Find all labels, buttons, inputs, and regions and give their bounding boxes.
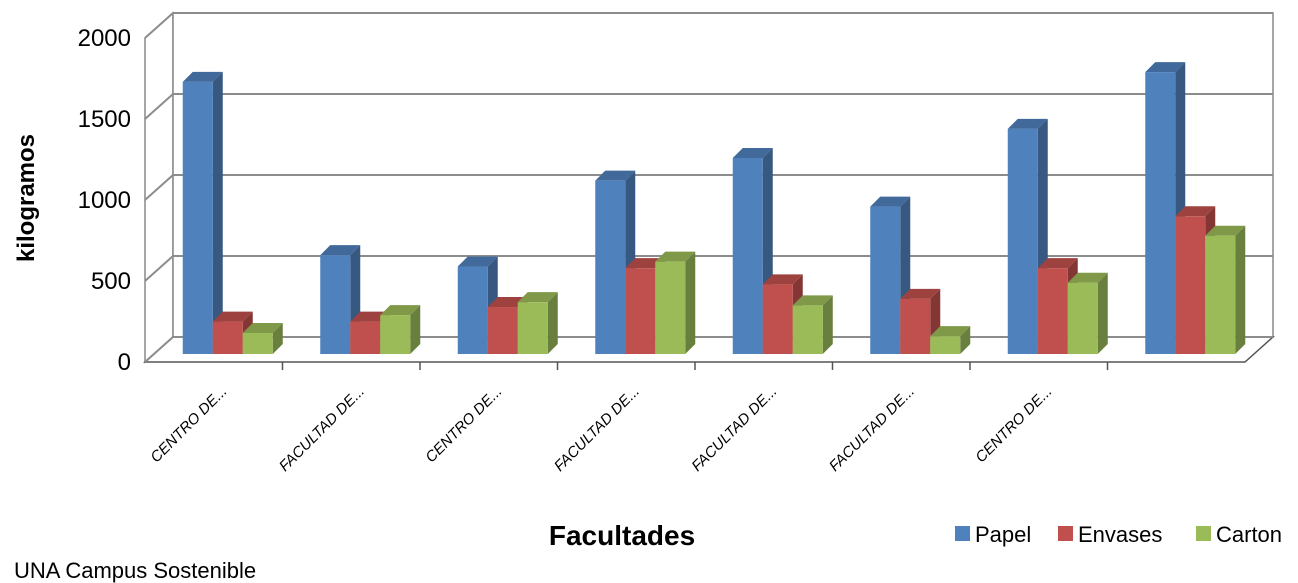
legend-swatch bbox=[955, 526, 970, 541]
bar-carton bbox=[1205, 225, 1246, 354]
bar-carton bbox=[930, 326, 971, 354]
gridline-wall bbox=[144, 93, 174, 120]
x-tick-label: FACULTAD DE... bbox=[551, 383, 643, 475]
legend-swatch bbox=[1196, 526, 1211, 541]
gridline-wall bbox=[144, 174, 174, 201]
bar-carton bbox=[242, 322, 283, 354]
legend: Papel Envases Carton bbox=[955, 522, 1282, 547]
x-tick-label: FACULTAD DE... bbox=[688, 383, 780, 475]
x-tick-label: CENTRO DE... bbox=[972, 383, 1055, 466]
y-tick-label: 0 bbox=[118, 349, 131, 376]
bar-carton bbox=[517, 292, 558, 354]
bar-papel bbox=[182, 71, 223, 354]
bar-carton bbox=[1067, 272, 1108, 354]
x-tick-label: FACULTAD DE... bbox=[276, 383, 368, 475]
bar-carton bbox=[792, 295, 833, 354]
y-tick-labels: 0 500 1000 1500 2000 bbox=[78, 25, 131, 376]
legend-item-papel: Papel bbox=[955, 522, 1031, 547]
legend-item-carton: Carton bbox=[1196, 522, 1282, 547]
footer-caption: UNA Campus Sostenible bbox=[14, 558, 256, 583]
legend-label: Envases bbox=[1078, 522, 1162, 547]
bar-carton bbox=[380, 305, 421, 354]
y-tick-label: 1500 bbox=[78, 106, 131, 133]
legend-label: Carton bbox=[1216, 522, 1282, 547]
x-tick-label: CENTRO DE... bbox=[422, 383, 505, 466]
y-tick-label: 500 bbox=[91, 268, 131, 295]
gridline-wall bbox=[144, 12, 174, 39]
x-tick-label: FACULTAD DE... bbox=[826, 383, 918, 475]
gridline-wall bbox=[144, 336, 174, 363]
x-tick-label: CENTRO DE... bbox=[147, 383, 230, 466]
x-tick-labels: CENTRO DE... FACULTAD DE... CENTRO DE... FA… bbox=[147, 362, 1109, 475]
gridline-wall bbox=[144, 255, 174, 282]
legend-label: Papel bbox=[975, 522, 1031, 547]
y-tick-label: 1000 bbox=[78, 187, 131, 214]
bar-carton bbox=[655, 251, 696, 354]
legend-item-envases: Envases bbox=[1058, 522, 1162, 547]
bars bbox=[182, 62, 1246, 355]
legend-swatch bbox=[1058, 526, 1073, 541]
x-axis-label: Facultades bbox=[549, 520, 695, 551]
y-tick-label: 2000 bbox=[78, 25, 131, 52]
y-axis-label: kilogramos bbox=[13, 134, 40, 262]
